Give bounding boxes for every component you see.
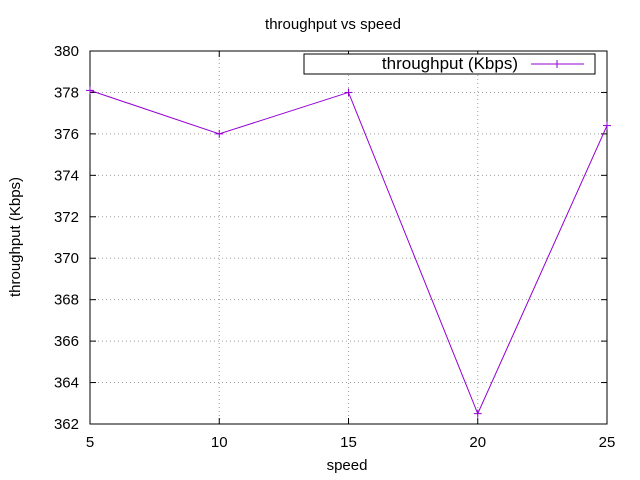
y-tick-label: 364 [54, 375, 79, 392]
grid [90, 51, 607, 424]
series-layer [86, 86, 611, 418]
y-tick-label: 362 [54, 416, 79, 433]
plot-area-border [89, 50, 608, 425]
y-tick-label: 370 [54, 250, 79, 267]
y-tick-label: 374 [54, 167, 79, 184]
legend-box [303, 53, 596, 75]
data-point-marker [603, 121, 611, 130]
x-tick-label: 5 [86, 434, 94, 451]
y-tick-label: 376 [54, 126, 79, 143]
y-tick-label: 368 [54, 292, 79, 309]
axis-ticks: 5 10 15 20 25 362 364 366 368 370 372 374 376 378 380 [54, 43, 615, 451]
y-tick-label: 378 [54, 84, 79, 101]
x-axis-title: speed [327, 457, 368, 474]
y-tick-label: 366 [54, 333, 79, 350]
data-point-marker [215, 129, 224, 138]
y-tick-label: 380 [54, 43, 79, 60]
y-tick-label: 372 [54, 209, 79, 226]
data-point-marker [86, 86, 94, 95]
chart-title: throughput vs speed [265, 16, 401, 33]
series-line [89, 89, 608, 415]
legend: throughput (Kbps) [303, 53, 596, 75]
data-point-marker [344, 88, 353, 97]
x-tick-label: 20 [469, 434, 486, 451]
data-point-marker [473, 409, 482, 418]
legend-label: throughput (Kbps) [382, 54, 518, 73]
x-tick-label: 25 [599, 434, 616, 451]
x-tick-label: 10 [211, 434, 228, 451]
x-tick-label: 15 [340, 434, 357, 451]
y-axis-title: throughput (Kbps) [7, 177, 24, 297]
legend-line-sample [531, 60, 584, 68]
